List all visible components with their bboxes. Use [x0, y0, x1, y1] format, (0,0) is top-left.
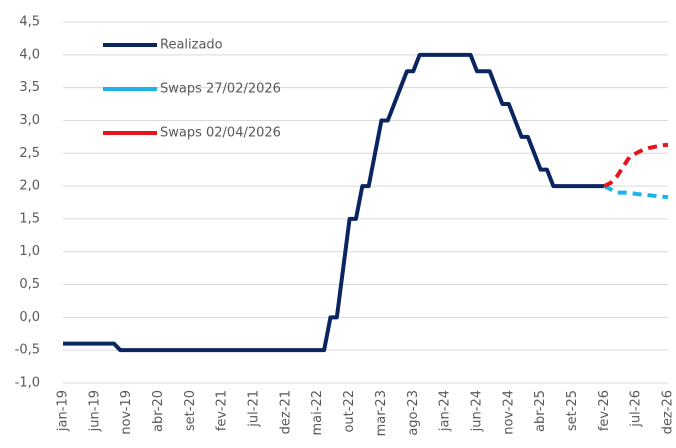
series-line [603, 184, 669, 200]
x-tick-label: set-20 [183, 390, 198, 431]
x-tick-label: dez-21 [278, 390, 293, 434]
x-tick-label: dez-26 [661, 390, 676, 434]
x-tick-label: abr-25 [533, 390, 548, 432]
y-tick-label: 2,0 [19, 179, 40, 194]
y-tick-label: -0,5 [15, 343, 40, 358]
x-tick-label: ago-23 [406, 390, 421, 436]
x-tick-label: mai-22 [310, 390, 325, 435]
legend-label: Realizado [160, 38, 223, 53]
x-tick-label: jul-26 [629, 390, 644, 428]
y-tick-label: 1,5 [19, 211, 40, 226]
x-tick-label: jan-24 [438, 390, 453, 432]
x-tick-label: out-22 [342, 390, 357, 433]
x-tick-label: abr-20 [151, 390, 166, 432]
y-tick-label: 1,0 [19, 244, 40, 259]
y-tick-label: 0,0 [19, 310, 40, 325]
y-tick-label: 3,5 [19, 80, 40, 95]
x-tick-label: jun-19 [87, 390, 102, 432]
x-tick-label: nov-24 [501, 390, 516, 435]
legend-label: Swaps 02/04/2026 [160, 126, 281, 141]
x-tick-label: fev-26 [597, 390, 612, 431]
x-tick-label: jan-19 [56, 390, 71, 432]
x-tick-label: mar-23 [374, 390, 389, 436]
x-tick-label: jul-21 [247, 390, 262, 428]
series-line [603, 142, 669, 188]
x-tick-label: set-25 [565, 390, 580, 431]
y-tick-label: -1,0 [15, 376, 40, 391]
y-tick-label: 3,0 [19, 113, 40, 128]
x-tick-label: fev-21 [215, 390, 230, 431]
series-line [63, 52, 605, 353]
legend-label: Swaps 27/02/2026 [160, 82, 281, 97]
y-tick-label: 4,0 [19, 47, 40, 62]
y-tick-label: 0,5 [19, 277, 40, 292]
x-tick-label: nov-19 [119, 390, 134, 435]
y-tick-label: 4,5 [19, 15, 40, 30]
y-tick-label: 2,5 [19, 146, 40, 161]
x-tick-label: jun-24 [469, 390, 484, 432]
